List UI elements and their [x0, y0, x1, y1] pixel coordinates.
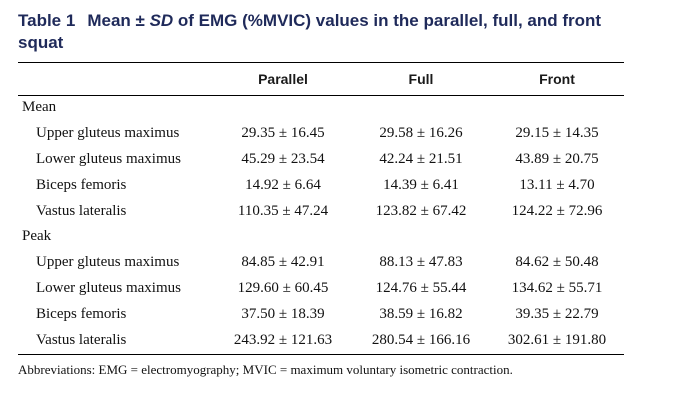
table-row: Vastus lateralis 243.92 ± 121.63 280.54 … — [18, 327, 624, 353]
full-value: 38.59 ± 16.82 — [379, 305, 463, 322]
group-label: Peak — [22, 228, 52, 245]
front-value: 43.89 ± 20.75 — [515, 150, 599, 167]
front-value: 124.22 ± 72.96 — [511, 202, 603, 219]
front-value: 39.35 ± 22.79 — [515, 305, 599, 322]
parallel-value: 14.92 ± 6.64 — [245, 176, 321, 193]
muscle-label: Upper gluteus maximus — [36, 254, 180, 271]
full-value: 280.54 ± 166.16 — [371, 331, 471, 348]
muscle-label: Biceps femoris — [36, 176, 127, 193]
muscle-label: Vastus lateralis — [36, 331, 127, 348]
full-value: 88.13 ± 47.83 — [379, 254, 463, 271]
table-footnote: Abbreviations: EMG = electromyography; M… — [18, 362, 513, 377]
front-value: 302.61 ± 191.80 — [507, 331, 607, 348]
table-row: Lower gluteus maximus 45.29 ± 23.54 42.2… — [18, 147, 624, 173]
full-value: 42.24 ± 21.51 — [379, 150, 463, 167]
header-front: Front — [539, 71, 575, 87]
full-value: 29.58 ± 16.26 — [379, 125, 463, 142]
front-value: 134.62 ± 55.71 — [511, 279, 603, 296]
table-header-row: Parallel Full Front — [18, 63, 624, 95]
front-value: 13.11 ± 4.70 — [519, 176, 595, 193]
parallel-value: 243.92 ± 121.63 — [233, 331, 333, 348]
front-value: 84.62 ± 50.48 — [515, 254, 599, 271]
table-row: Upper gluteus maximus 84.85 ± 42.91 88.1… — [18, 250, 624, 276]
emg-table: Parallel Full Front Mean Upper gluteus m… — [18, 63, 624, 353]
full-value: 124.76 ± 55.44 — [375, 279, 467, 296]
muscle-label: Upper gluteus maximus — [36, 125, 180, 142]
table-row: Lower gluteus maximus 129.60 ± 60.45 124… — [18, 276, 624, 302]
group-row-peak: Peak — [18, 224, 624, 250]
caption-text-before: Mean ± — [87, 11, 150, 30]
muscle-label: Lower gluteus maximus — [36, 150, 181, 167]
parallel-value: 84.85 ± 42.91 — [241, 254, 325, 271]
parallel-value: 110.35 ± 47.24 — [237, 202, 329, 219]
front-value: 29.15 ± 14.35 — [515, 125, 599, 142]
parallel-value: 45.29 ± 23.54 — [241, 150, 325, 167]
muscle-label: Biceps femoris — [36, 305, 127, 322]
header-muscle — [18, 63, 214, 95]
parallel-value: 29.35 ± 16.45 — [241, 125, 325, 142]
header-parallel: Parallel — [258, 71, 308, 87]
full-value: 14.39 ± 6.41 — [383, 176, 459, 193]
table-row: Vastus lateralis 110.35 ± 47.24 123.82 ±… — [18, 198, 624, 224]
muscle-label: Lower gluteus maximus — [36, 279, 181, 296]
table-caption: Table 1 Mean ± SD of EMG (%MVIC) values i… — [18, 10, 638, 54]
table-number: Table 1 — [18, 11, 76, 30]
parallel-value: 129.60 ± 60.45 — [237, 279, 329, 296]
parallel-value: 37.50 ± 18.39 — [241, 305, 325, 322]
table-header-rule — [18, 95, 624, 96]
group-label: Mean — [22, 99, 57, 116]
table-row: Biceps femoris 37.50 ± 18.39 38.59 ± 16.… — [18, 301, 624, 327]
muscle-label: Vastus lateralis — [36, 202, 127, 219]
full-value: 123.82 ± 67.42 — [375, 202, 467, 219]
table-bottom-rule — [18, 354, 624, 355]
caption-text-after: of EMG (%MVIC) values in the parallel, f… — [18, 11, 602, 52]
header-full: Full — [408, 71, 434, 87]
group-row-mean: Mean — [18, 95, 624, 121]
table-row: Biceps femoris 14.92 ± 6.64 14.39 ± 6.41… — [18, 172, 624, 198]
caption-sd-italic: SD — [149, 11, 174, 30]
table-row: Upper gluteus maximus 29.35 ± 16.45 29.5… — [18, 121, 624, 147]
table-top-rule — [18, 62, 624, 63]
